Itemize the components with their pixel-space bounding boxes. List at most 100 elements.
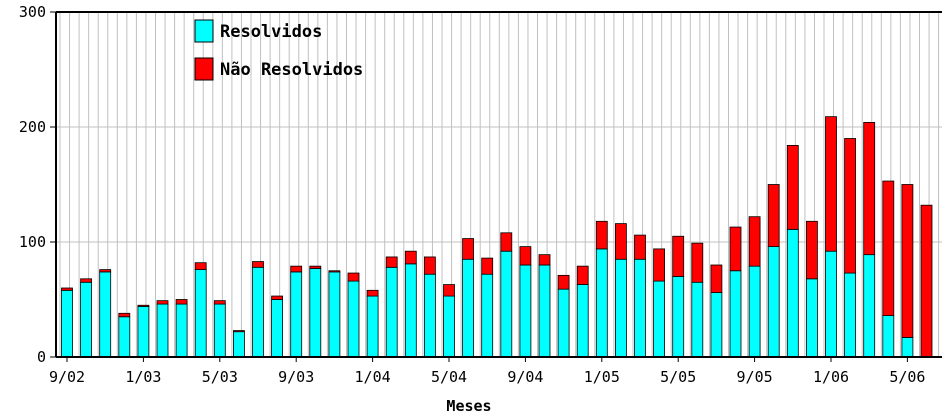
bar-resolvidos (99, 271, 112, 358)
bar-nao-resolvidos (729, 226, 742, 272)
bar-resolvidos (328, 271, 341, 358)
bar-nao-resolvidos (175, 299, 188, 305)
x-tick-label: 1/05 (584, 368, 620, 386)
bar-nao-resolvidos (61, 287, 73, 291)
bar-resolvidos (863, 254, 876, 358)
bar-nao-resolvidos (271, 295, 284, 300)
bar-nao-resolvidos (213, 300, 226, 305)
bar-nao-resolvidos (156, 300, 169, 305)
bar-nao-resolvidos (290, 265, 303, 273)
bar-nao-resolvidos (118, 312, 131, 318)
y-tick-label: 0 (37, 348, 46, 366)
x-tick-label: 9/03 (278, 368, 314, 386)
bar-resolvidos (901, 337, 914, 358)
bar-nao-resolvidos (844, 138, 856, 274)
bar-resolvidos (500, 250, 513, 358)
x-tick-label: 9/02 (49, 368, 85, 386)
legend-label-resolvidos: Resolvidos (220, 22, 322, 42)
bar-nao-resolvidos (99, 269, 112, 273)
bar-nao-resolvidos (80, 278, 92, 283)
bars (61, 116, 933, 358)
bar-resolvidos (156, 303, 169, 358)
bar-resolvidos (309, 268, 322, 358)
bar-nao-resolvidos (232, 330, 245, 333)
y-tick-label: 200 (19, 118, 46, 136)
x-tick-label: 1/06 (813, 368, 849, 386)
bar-resolvidos (61, 289, 73, 358)
bar-nao-resolvidos (347, 272, 360, 282)
bar-nao-resolvidos (328, 270, 341, 273)
bar-resolvidos (423, 273, 436, 358)
bar-nao-resolvidos (806, 220, 818, 280)
bar-resolvidos (557, 288, 570, 358)
bar-resolvidos (366, 295, 379, 358)
axes (55, 11, 942, 358)
y-axis-ticks: 0 100 200 300 (19, 3, 56, 366)
bar-nao-resolvidos (615, 223, 627, 260)
bar-resolvidos (653, 280, 665, 358)
bar-resolvidos (538, 264, 551, 358)
bar-resolvidos (443, 295, 455, 358)
bar-nao-resolvidos (500, 232, 513, 252)
bar-nao-resolvidos (825, 116, 837, 252)
bar-resolvidos (175, 303, 188, 358)
bar-resolvidos (519, 264, 532, 358)
bar-resolvidos (481, 273, 494, 358)
bar-nao-resolvidos (634, 234, 646, 260)
bar-resolvidos (825, 250, 837, 358)
bar-nao-resolvidos (423, 256, 436, 275)
bar-resolvidos (729, 270, 742, 358)
x-tick-label: 5/04 (431, 368, 467, 386)
bar-resolvidos (232, 331, 245, 358)
bar-nao-resolvidos (404, 250, 417, 265)
bar-resolvidos (615, 258, 627, 358)
bar-nao-resolvidos (786, 144, 799, 230)
bar-resolvidos (634, 258, 646, 358)
bar-nao-resolvidos (653, 248, 665, 282)
bar-resolvidos (882, 315, 895, 358)
bar-nao-resolvidos (882, 180, 895, 317)
x-tick-label: 1/04 (355, 368, 391, 386)
bar-nao-resolvidos (194, 262, 207, 271)
bar-nao-resolvidos (901, 184, 914, 338)
bar-resolvidos (595, 248, 608, 358)
bar-resolvidos (576, 284, 589, 358)
bar-resolvidos (710, 292, 723, 358)
bar-nao-resolvidos (576, 265, 589, 285)
bar-resolvidos (271, 299, 284, 358)
x-tick-label: 5/05 (660, 368, 696, 386)
bar-nao-resolvidos (920, 204, 933, 358)
bar-resolvidos (252, 266, 264, 358)
bar-resolvidos (118, 316, 131, 358)
bar-resolvidos (844, 272, 856, 358)
bar-resolvidos (404, 263, 417, 358)
bar-nao-resolvidos (462, 238, 475, 260)
x-axis-ticks: 9/02 1/03 5/03 9/03 1/04 5/04 9/04 1/05 5/05 9/05… (49, 357, 925, 386)
bar-nao-resolvidos (557, 274, 570, 290)
bar-nao-resolvidos (595, 220, 608, 250)
bar-nao-resolvidos (863, 122, 876, 256)
bar-resolvidos (213, 303, 226, 358)
x-tick-label: 9/04 (507, 368, 543, 386)
bar-resolvidos (462, 258, 475, 358)
bar-nao-resolvidos (137, 304, 150, 307)
bar-resolvidos (767, 246, 780, 358)
y-tick-label: 100 (19, 233, 46, 251)
bar-nao-resolvidos (767, 184, 780, 247)
bar-resolvidos (347, 280, 360, 358)
bar-resolvidos (672, 276, 685, 358)
bar-resolvidos (290, 271, 303, 358)
legend-label-nao-resolvidos: Não Resolvidos (220, 60, 363, 80)
bar-nao-resolvidos (309, 265, 322, 269)
bar-resolvidos (806, 278, 818, 358)
bar-nao-resolvidos (519, 246, 532, 266)
legend-swatch-nao-resolvidos (194, 57, 214, 81)
bar-resolvidos (786, 228, 799, 358)
x-tick-label: 5/06 (889, 368, 925, 386)
bar-resolvidos (194, 269, 207, 358)
bar-resolvidos (385, 266, 398, 358)
bar-nao-resolvidos (691, 242, 704, 283)
bar-nao-resolvidos (385, 256, 398, 268)
bar-nao-resolvidos (481, 257, 494, 275)
bar-resolvidos (80, 281, 92, 358)
